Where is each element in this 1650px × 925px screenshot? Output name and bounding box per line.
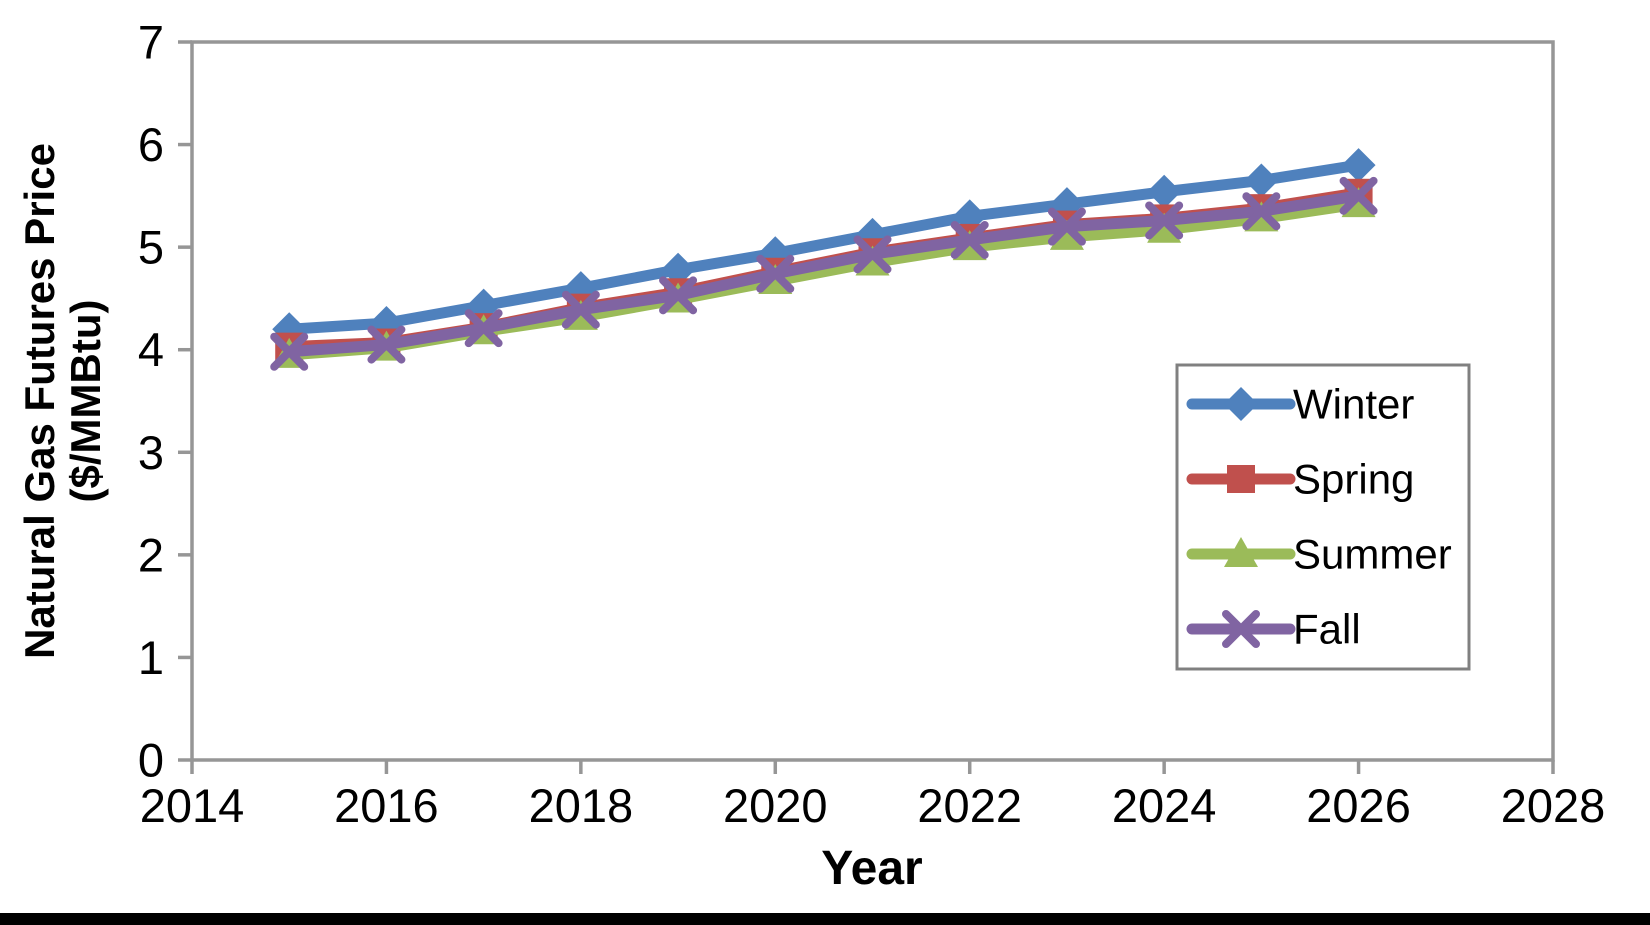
x-axis-tick-label: 2022 xyxy=(917,779,1022,832)
marker-diamond xyxy=(1244,163,1279,198)
marker-triangle xyxy=(1049,219,1084,250)
y-axis-tick-label: 3 xyxy=(138,426,164,479)
x-axis-tick-label: 2018 xyxy=(529,779,634,832)
marker-diamond xyxy=(661,252,696,287)
series-line-winter xyxy=(283,159,1365,335)
x-axis-tick-label: 2016 xyxy=(334,779,439,832)
x-axis-tick-label: 2020 xyxy=(723,779,828,832)
series-line-fall xyxy=(283,190,1365,358)
marker-x xyxy=(1339,176,1378,215)
y-axis-tick-label: 7 xyxy=(138,16,164,69)
marker-triangle xyxy=(1224,537,1258,567)
y-axis-tick-label: 6 xyxy=(138,118,164,171)
marker-x xyxy=(950,220,989,259)
x-axis-tick-label: 2024 xyxy=(1112,779,1217,832)
legend-item-winter: Winter xyxy=(1186,381,1414,428)
legend-item-summer: Summer xyxy=(1186,531,1452,578)
legend-label: Winter xyxy=(1293,381,1414,428)
x-axis-tick-label: 2026 xyxy=(1306,779,1411,832)
series-group xyxy=(270,148,1378,371)
axes: 0 1 2 3 4 5 6 7 2014 2016 2018 2020 2022 2024 2026 2028 xyxy=(138,16,1605,833)
y-axis-tick-label: 1 xyxy=(138,631,164,684)
bottom-bar xyxy=(0,913,1650,925)
marker-x xyxy=(561,290,600,329)
marker-x xyxy=(367,325,406,364)
y-axis-tick-label: 5 xyxy=(138,221,164,274)
y-axis-title-line1: Natural Gas Futures Price xyxy=(16,143,63,659)
x-axis-tick-label: 2028 xyxy=(1501,779,1606,832)
marker-diamond xyxy=(1147,174,1182,209)
marker-x xyxy=(1145,201,1184,240)
y-axis-tick-label: 4 xyxy=(138,323,164,376)
legend-label: Summer xyxy=(1293,531,1452,578)
marker-x xyxy=(853,235,892,274)
x-axis-tick-label: 2014 xyxy=(140,779,245,832)
x-axis-title: Year xyxy=(821,842,922,895)
legend-item-fall: Fall xyxy=(1186,606,1361,653)
marker-triangle xyxy=(1147,212,1182,243)
series-fall xyxy=(270,176,1378,371)
marker-square xyxy=(1227,465,1255,493)
legend-label: Fall xyxy=(1293,606,1361,653)
marker-x xyxy=(1242,192,1281,231)
marker-x xyxy=(659,276,698,315)
marker-x xyxy=(1047,207,1086,246)
legend-label: Spring xyxy=(1293,456,1414,503)
y-axis-tick-label: 0 xyxy=(138,734,164,787)
legend: Winter Spring Summer Fall xyxy=(1175,363,1471,671)
y-axis-tick-label: 2 xyxy=(138,528,164,581)
marker-diamond xyxy=(1341,148,1376,183)
series-winter xyxy=(272,148,1376,347)
marker-diamond xyxy=(1224,387,1258,421)
y-axis-title-line2: ($/MMBtu) xyxy=(62,300,109,503)
plot-border xyxy=(190,40,1555,762)
marker-x xyxy=(270,332,309,371)
marker-x xyxy=(756,254,795,293)
marker-x xyxy=(1222,610,1260,648)
marker-x xyxy=(464,309,503,348)
legend-item-spring: Spring xyxy=(1186,456,1414,503)
